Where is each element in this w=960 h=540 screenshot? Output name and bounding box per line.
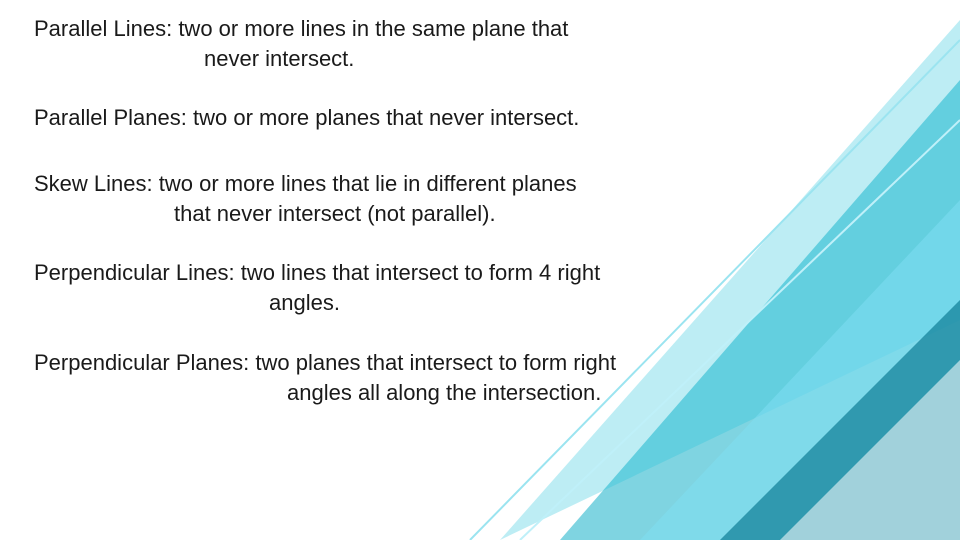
term-label: Parallel Lines:	[34, 16, 172, 41]
definition-perpendicular-lines: Perpendicular Lines: two lines that inte…	[34, 258, 920, 317]
definition-text-cont: angles.	[34, 288, 920, 318]
definition-text: two or more lines in the same plane that	[178, 16, 568, 41]
definition-text-cont: that never intersect (not parallel).	[34, 199, 920, 229]
definition-text: two or more lines that lie in different …	[159, 171, 577, 196]
content-area: Parallel Lines: two or more lines in the…	[0, 0, 960, 407]
term-label: Parallel Planes:	[34, 105, 187, 130]
term-label: Perpendicular Planes:	[34, 350, 249, 375]
term-label: Skew Lines:	[34, 171, 153, 196]
definition-parallel-lines: Parallel Lines: two or more lines in the…	[34, 14, 920, 73]
definition-text-cont: never intersect.	[34, 44, 920, 74]
definition-text-cont: angles all along the intersection.	[34, 378, 920, 408]
slide: Parallel Lines: two or more lines in the…	[0, 0, 960, 540]
definition-parallel-planes: Parallel Planes: two or more planes that…	[34, 103, 920, 133]
definition-text: two planes that intersect to form right	[255, 350, 616, 375]
definition-text: two lines that intersect to form 4 right	[241, 260, 601, 285]
definition-skew-lines: Skew Lines: two or more lines that lie i…	[34, 169, 920, 228]
definition-perpendicular-planes: Perpendicular Planes: two planes that in…	[34, 348, 920, 407]
term-label: Perpendicular Lines:	[34, 260, 235, 285]
definition-text: two or more planes that never intersect.	[193, 105, 579, 130]
